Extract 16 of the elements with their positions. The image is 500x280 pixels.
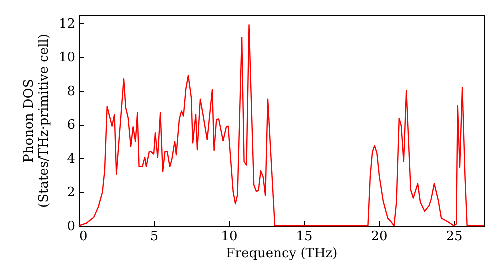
y-tick-label: 12: [58, 16, 76, 32]
line-series: [78, 24, 485, 227]
y-tick-label: 10: [58, 50, 76, 66]
x-tick-label: 0: [80, 230, 88, 244]
y-axis-title: Phonon DOS (States/THz·primitive cell): [22, 34, 52, 208]
x-tick-label: 25: [446, 230, 463, 244]
y-tick-label: 8: [67, 84, 76, 100]
x-tick-label: 20: [371, 230, 388, 244]
x-tick-label: 10: [221, 230, 238, 244]
y-tick-label: 0: [67, 220, 76, 234]
x-tick-label: 5: [150, 230, 159, 244]
x-axis-title: Frequency (THz): [226, 246, 338, 262]
y-tick-label: 4: [67, 152, 76, 167]
y-tick-label: 2: [67, 186, 76, 201]
y-tick-label: 6: [67, 118, 76, 134]
x-tick-label: 15: [296, 230, 313, 244]
